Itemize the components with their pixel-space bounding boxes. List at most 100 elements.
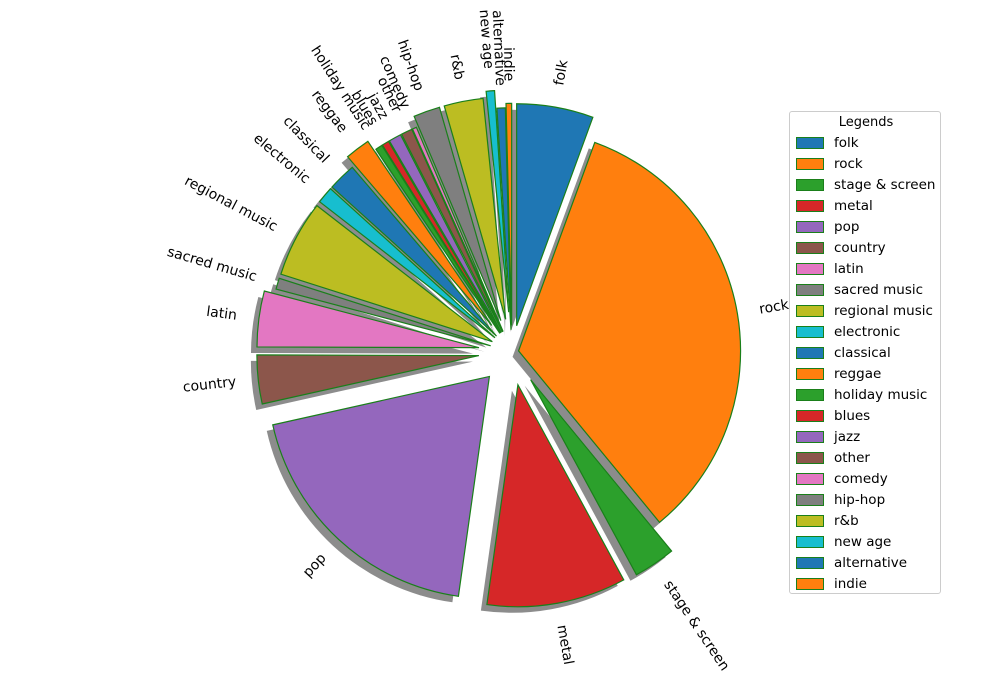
slice-hip-hop xyxy=(413,106,502,321)
slice-label-alternative: alternative xyxy=(489,10,508,86)
slice-reggae xyxy=(346,140,493,326)
legend-label: hip-hop xyxy=(834,491,886,508)
legend-item-comedy: comedy xyxy=(796,468,940,489)
legend-label: country xyxy=(834,239,886,256)
legend-label: holiday music xyxy=(834,386,928,403)
slice-latin xyxy=(256,290,480,349)
legend-item-latin: latin xyxy=(796,258,940,279)
legend-label: reggae xyxy=(834,365,882,382)
legend-item-rock: rock xyxy=(796,153,940,174)
legend-swatch xyxy=(796,535,824,548)
pie-wedges xyxy=(256,89,742,608)
legend-swatch xyxy=(796,283,824,296)
slice-electronic xyxy=(318,187,496,339)
slice-rock xyxy=(517,141,742,524)
legend-label: alternative xyxy=(834,554,908,571)
slice-other xyxy=(400,128,503,333)
slice-alternative xyxy=(496,107,512,330)
slice-indie xyxy=(505,102,513,326)
legend-swatch xyxy=(796,220,824,233)
legend-label: sacred music xyxy=(834,281,924,298)
legend-label: pop xyxy=(834,218,860,235)
legend-label: folk xyxy=(834,134,859,151)
legend-item-jazz: jazz xyxy=(796,426,940,447)
legend-item-classical: classical xyxy=(796,342,940,363)
slice-comedy xyxy=(411,126,504,332)
legend: Legends folk rock stage & screen metal pop co… xyxy=(789,111,941,594)
legend-label: comedy xyxy=(834,470,888,487)
legend-item-stage-screen: stage & screen xyxy=(796,174,940,195)
legend-item-pop: pop xyxy=(796,216,940,237)
legend-label: electronic xyxy=(834,323,901,340)
slice-label-folk: folk xyxy=(551,58,571,87)
legend-label: regional music xyxy=(834,302,933,319)
slice-classical xyxy=(331,166,497,337)
legend-swatch xyxy=(796,199,824,212)
slice-sacred-music xyxy=(275,277,491,347)
legend-label: other xyxy=(834,449,870,466)
legend-item-holiday-music: holiday music xyxy=(796,384,940,405)
legend-label: rock xyxy=(834,155,863,172)
legend-label: latin xyxy=(834,260,864,277)
legend-item-r-b: r&b xyxy=(796,510,940,531)
legend-item-metal: metal xyxy=(796,195,940,216)
legend-items: folk rock stage & screen metal pop country lat… xyxy=(796,132,940,594)
legend-item-new-age: new age xyxy=(796,531,940,552)
slice-label-regional-music: regional music xyxy=(182,173,280,235)
legend-item-electronic: electronic xyxy=(796,321,940,342)
slice-label-latin: latin xyxy=(205,304,238,324)
legend-swatch xyxy=(796,241,824,254)
slice-new-age xyxy=(485,89,510,313)
legend-swatch xyxy=(796,556,824,569)
legend-item-alternative: alternative xyxy=(796,552,940,573)
legend-label: indie xyxy=(834,575,867,592)
legend-swatch xyxy=(796,262,824,275)
slice-country xyxy=(256,354,480,405)
slice-label-new-age: new age xyxy=(476,9,497,70)
slice-label-rock: rock xyxy=(758,297,791,318)
legend-item-folk: folk xyxy=(796,132,940,153)
legend-label: blues xyxy=(834,407,871,424)
legend-swatch xyxy=(796,451,824,464)
legend-swatch xyxy=(796,157,824,170)
slice-label-country: country xyxy=(182,374,237,396)
legend-label: classical xyxy=(834,344,891,361)
slice-pop xyxy=(272,375,491,597)
slice-label-metal: metal xyxy=(553,624,576,666)
slice-folk xyxy=(516,103,594,326)
legend-item-reggae: reggae xyxy=(796,363,940,384)
legend-swatch xyxy=(796,577,824,590)
legend-swatch xyxy=(796,304,824,317)
slice-stage-screen xyxy=(530,379,673,576)
legend-label: stage & screen xyxy=(834,176,936,193)
slice-jazz xyxy=(388,133,502,333)
legend-label: r&b xyxy=(834,512,859,529)
slice-regional-music xyxy=(280,204,493,343)
legend-item-regional-music: regional music xyxy=(796,300,940,321)
legend-swatch xyxy=(796,514,824,527)
legend-item-sacred-music: sacred music xyxy=(796,279,940,300)
legend-item-indie: indie xyxy=(796,573,940,594)
legend-swatch xyxy=(796,430,824,443)
legend-label: new age xyxy=(834,533,892,550)
slice-holiday-music xyxy=(375,144,501,334)
legend-swatch xyxy=(796,346,824,359)
legend-label: jazz xyxy=(834,428,861,445)
legend-item-hip-hop: hip-hop xyxy=(796,489,940,510)
slice-label-stage-screen: stage & screen xyxy=(660,578,732,674)
legend-item-country: country xyxy=(796,237,940,258)
legend-label: metal xyxy=(834,197,873,214)
legend-swatch xyxy=(796,367,824,380)
legend-swatch xyxy=(796,472,824,485)
legend-title: Legends xyxy=(838,115,894,130)
legend-swatch xyxy=(796,388,824,401)
legend-swatch xyxy=(796,409,824,422)
slice-metal xyxy=(486,382,625,608)
slice-label-sacred-music: sacred music xyxy=(165,244,258,285)
slice-blues xyxy=(381,140,502,334)
slice-r-b xyxy=(443,97,507,320)
legend-swatch xyxy=(796,136,824,149)
legend-swatch xyxy=(796,325,824,338)
legend-item-other: other xyxy=(796,447,940,468)
